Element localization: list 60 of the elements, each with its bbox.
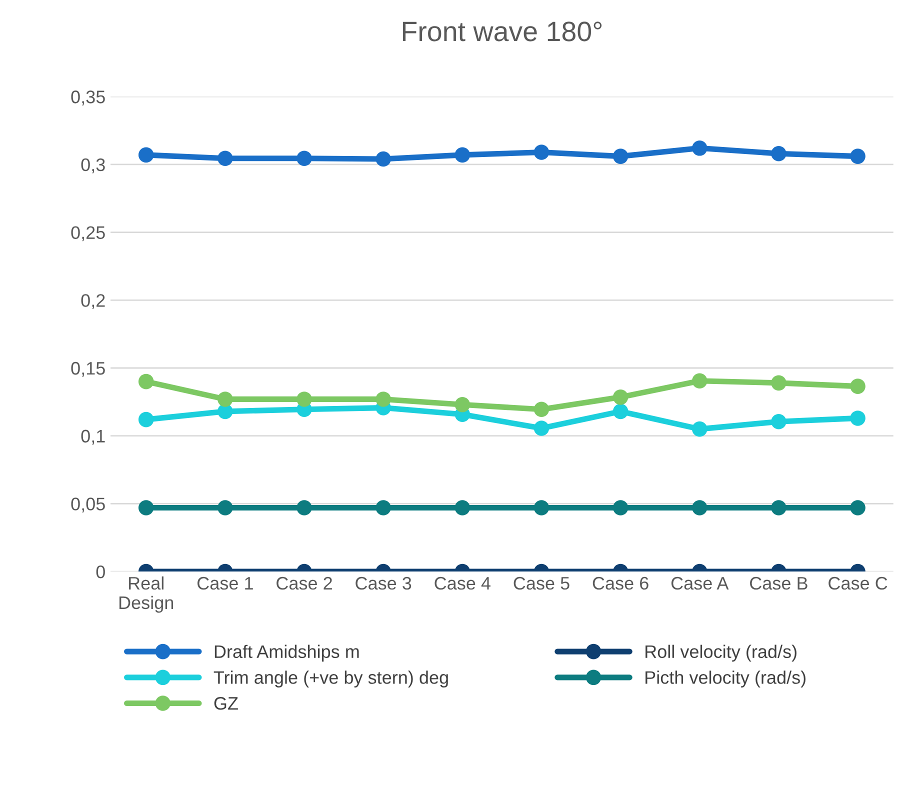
point <box>534 402 550 418</box>
y-tick-label: 0,05 <box>71 498 105 513</box>
x-tick-label: Case 3 <box>356 576 412 590</box>
x-tick-label: Case 1 <box>197 576 253 590</box>
point <box>850 410 866 426</box>
point <box>218 500 233 516</box>
point <box>771 375 786 391</box>
x-tick-label: Case 6 <box>592 576 648 590</box>
point <box>218 150 233 166</box>
x-tick-label: Case C <box>828 576 888 590</box>
point <box>138 374 154 390</box>
legend-label: Picth velocity (rad/s) <box>646 670 806 688</box>
point <box>771 146 786 162</box>
x-tick-label: Case 2 <box>276 576 332 590</box>
point <box>850 148 866 164</box>
point <box>612 404 628 420</box>
point <box>454 500 470 516</box>
point <box>534 420 550 436</box>
y-tick-label: 0,35 <box>71 90 105 106</box>
point <box>612 500 628 516</box>
y-tick-label: 0,3 <box>81 158 105 174</box>
y-tick-label: 0 <box>96 565 105 578</box>
point <box>850 378 866 394</box>
x-tick-label: Case 4 <box>434 576 490 590</box>
legend-label: Draft Amidships m <box>214 644 359 662</box>
point <box>692 140 708 156</box>
point <box>296 150 312 166</box>
x-tick-label: Real Design <box>119 576 174 613</box>
point <box>612 390 628 405</box>
chart-title: Front wave 180° <box>402 22 602 42</box>
point <box>138 412 154 428</box>
point <box>138 500 154 516</box>
point <box>534 500 550 516</box>
point <box>376 151 391 167</box>
point <box>534 144 550 160</box>
y-tick-label: 0,15 <box>71 362 105 377</box>
point <box>612 148 628 164</box>
y-tick-label: 0,25 <box>71 226 105 242</box>
x-tick-label: Case B <box>750 576 808 590</box>
point <box>218 392 233 407</box>
point <box>296 392 312 407</box>
point <box>692 373 708 389</box>
point <box>771 500 786 516</box>
point <box>296 500 312 516</box>
point <box>376 500 391 516</box>
legend-label: GZ <box>214 696 238 710</box>
point <box>771 414 786 430</box>
y-tick-label: 0,2 <box>81 294 105 310</box>
point <box>454 147 470 163</box>
point <box>692 421 708 437</box>
legend-label: Trim angle (+ve by stern) deg <box>214 670 448 688</box>
y-tick-label: 0,1 <box>81 430 105 445</box>
point <box>376 392 391 407</box>
x-tick-label: Case 5 <box>514 576 570 590</box>
point <box>850 500 866 516</box>
point <box>138 147 154 163</box>
legend-label: Roll velocity (rad/s) <box>646 644 796 662</box>
point <box>454 397 470 412</box>
point <box>692 500 708 516</box>
x-tick-label: Case A <box>671 576 729 590</box>
